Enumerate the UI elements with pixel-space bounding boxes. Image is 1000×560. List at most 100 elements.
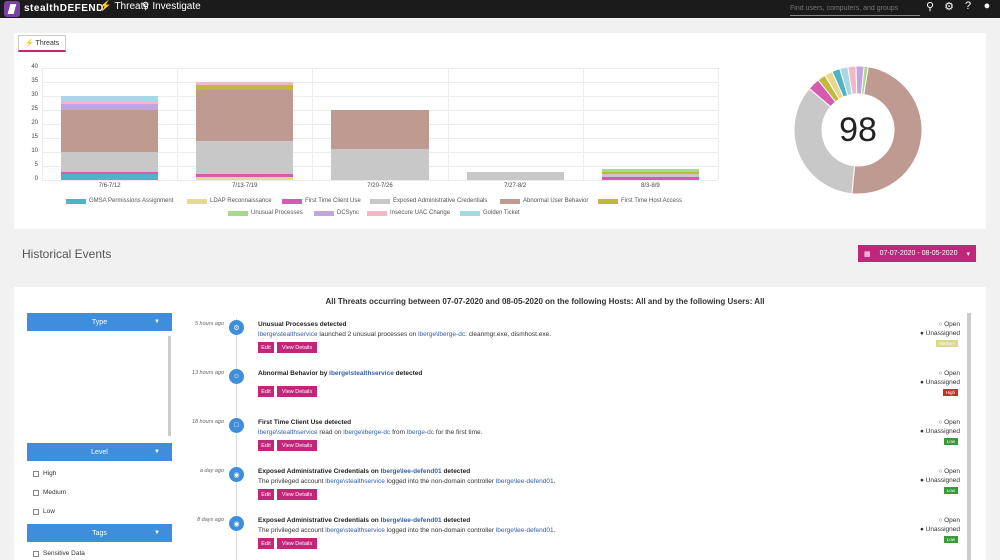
event-link[interactable]: lberge\stealthservice — [258, 331, 318, 338]
bar-segment[interactable] — [60, 104, 159, 110]
filter-type-header[interactable]: Type ▼ — [27, 313, 172, 331]
legend-item[interactable]: Golden Ticket — [460, 210, 520, 216]
bar-segment[interactable] — [60, 96, 159, 102]
bar-segment[interactable] — [196, 82, 294, 85]
global-search-input[interactable] — [790, 1, 920, 16]
filter-tags-header[interactable]: Tags ▼ — [27, 524, 172, 542]
tab-threats[interactable]: ⚡ Threats — [18, 35, 67, 52]
event-link[interactable]: lberge\stealthservice — [258, 429, 318, 436]
bar-segment[interactable] — [60, 152, 159, 172]
view-details-button[interactable]: View Details — [277, 386, 317, 397]
legend-item[interactable]: First Time Host Access — [598, 198, 682, 204]
legend-item[interactable]: Unusual Processes — [228, 210, 303, 216]
legend-item[interactable]: Insecure UAC Change — [367, 210, 450, 216]
event-link[interactable]: lberge-dc — [406, 429, 435, 436]
filter-option[interactable]: High — [33, 470, 56, 477]
nav-investigate[interactable]: ⚲ Investigate — [142, 1, 201, 12]
bar-segment[interactable] — [196, 90, 294, 141]
bar-segment[interactable] — [196, 84, 294, 91]
event-status[interactable]: ○ Open — [938, 517, 960, 524]
filter-option[interactable]: Sensitive Data — [33, 550, 85, 557]
event-assignee[interactable]: ● Unassigned — [919, 379, 960, 386]
view-details-button[interactable]: View Details — [277, 489, 317, 500]
event-title-link[interactable]: lberge\lee-defend01 — [380, 468, 442, 475]
bar-segment[interactable] — [601, 177, 700, 180]
event-title[interactable]: First Time Client Use detected — [258, 419, 352, 426]
bar-segment[interactable] — [196, 177, 294, 180]
event-title[interactable]: Abnormal Behavior by lberge\stealthservi… — [258, 370, 423, 377]
legend-item[interactable]: Abnormal User Behavior — [500, 198, 588, 204]
event-assignee[interactable]: ● Unassigned — [919, 477, 960, 484]
bar-segment[interactable] — [60, 101, 159, 105]
filter-option[interactable]: Low — [33, 508, 55, 515]
legend-item[interactable]: GMSA Permissions Assignment — [66, 198, 173, 204]
app-logo-text[interactable]: stealthDEFEND — [24, 3, 104, 14]
y-tick-label: 15 — [31, 134, 38, 140]
events-scrollbar[interactable] — [967, 313, 971, 560]
edit-button[interactable]: Edit — [258, 538, 274, 549]
filter-level-header[interactable]: Level ▼ — [27, 443, 172, 461]
event-link[interactable]: lberge\lee-defend01 — [495, 478, 554, 485]
gear-icon[interactable]: ⚙ — [944, 1, 954, 13]
x-tick-label: 7/6-7/12 — [98, 183, 121, 189]
view-details-button[interactable]: View Details — [277, 538, 317, 549]
event-assignee[interactable]: ● Unassigned — [919, 330, 960, 337]
bar-segment[interactable] — [196, 140, 294, 175]
event-status[interactable]: ○ Open — [938, 419, 960, 426]
bar-segment[interactable] — [331, 110, 429, 150]
filter-scrollbar[interactable] — [168, 336, 171, 436]
checkbox[interactable] — [33, 470, 39, 477]
legend-item[interactable]: LDAP Reconnaissance — [187, 198, 272, 204]
event-title[interactable]: Exposed Administrative Credentials on lb… — [258, 517, 471, 524]
event-status[interactable]: ○ Open — [938, 321, 960, 328]
bar-segment[interactable] — [196, 174, 294, 178]
bar-segment[interactable] — [60, 171, 159, 175]
donut-slice[interactable] — [851, 66, 923, 195]
edit-button[interactable]: Edit — [258, 386, 274, 397]
bar-segment[interactable] — [601, 174, 700, 178]
event-assignee[interactable]: ● Unassigned — [919, 526, 960, 533]
event-assignee[interactable]: ● Unassigned — [919, 428, 960, 435]
user-icon[interactable]: ● — [983, 0, 991, 12]
event-status[interactable]: ○ Open — [938, 370, 960, 377]
bar-segment[interactable] — [60, 174, 159, 180]
donut-slice[interactable] — [860, 65, 869, 96]
logo-icon[interactable] — [4, 1, 20, 17]
event-link[interactable]: lberge\stealthservice — [325, 478, 385, 485]
event-link[interactable]: lberge\lberge-dc — [418, 331, 466, 338]
legend-item[interactable]: First Time Client Use — [282, 198, 361, 204]
event-link[interactable]: lberge\lberge-dc — [343, 429, 391, 436]
checkbox[interactable] — [33, 489, 39, 496]
bar-segment[interactable] — [601, 168, 700, 172]
bar-segment[interactable] — [466, 171, 564, 180]
view-details-button[interactable]: View Details — [277, 440, 317, 451]
bar-segment[interactable] — [601, 171, 700, 175]
checkbox[interactable] — [33, 508, 39, 515]
bar-segment[interactable] — [331, 149, 429, 180]
filter-option[interactable]: Medium — [33, 489, 66, 496]
edit-button[interactable]: Edit — [258, 342, 274, 353]
event-time: a day ago — [199, 468, 224, 474]
donut-slice[interactable] — [793, 87, 856, 195]
event-text: launched 2 unusual processes on — [317, 331, 419, 338]
date-range-button[interactable]: ▦ 07-07-2020 - 08-05-2020 ▾ — [858, 245, 976, 262]
bar-segment[interactable] — [60, 110, 159, 152]
edit-button[interactable]: Edit — [258, 440, 274, 451]
severity-badge: Low — [943, 487, 958, 494]
legend-item[interactable]: Exposed Administrative Credentials — [370, 198, 487, 204]
nav-threats[interactable]: ⚡ Threats — [99, 1, 149, 12]
event-title[interactable]: Exposed Administrative Credentials on lb… — [258, 468, 471, 475]
event-title-link[interactable]: lberge\stealthservice — [329, 370, 394, 377]
event-title[interactable]: Unusual Processes detected — [258, 321, 347, 328]
event-status[interactable]: ○ Open — [938, 468, 960, 475]
help-icon[interactable]: ? — [964, 0, 972, 12]
legend-item[interactable]: DCSync — [314, 210, 359, 216]
event-link[interactable]: lberge\lee-defend01 — [495, 527, 554, 534]
historical-events-title: Historical Events — [22, 247, 112, 261]
checkbox[interactable] — [33, 550, 39, 557]
edit-button[interactable]: Edit — [258, 489, 274, 500]
event-title-link[interactable]: lberge\lee-defend01 — [380, 517, 442, 524]
view-details-button[interactable]: View Details — [277, 342, 317, 353]
search-icon[interactable]: ⚲ — [925, 1, 935, 13]
event-link[interactable]: lberge\stealthservice — [325, 527, 385, 534]
